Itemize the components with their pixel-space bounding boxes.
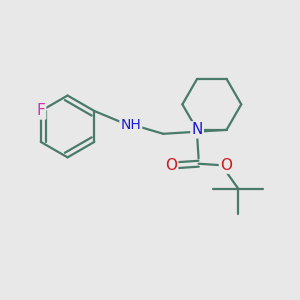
Text: O: O [165,158,177,173]
Text: F: F [36,103,45,118]
Text: N: N [191,122,203,137]
Text: NH: NH [121,118,141,132]
Text: O: O [220,158,232,173]
